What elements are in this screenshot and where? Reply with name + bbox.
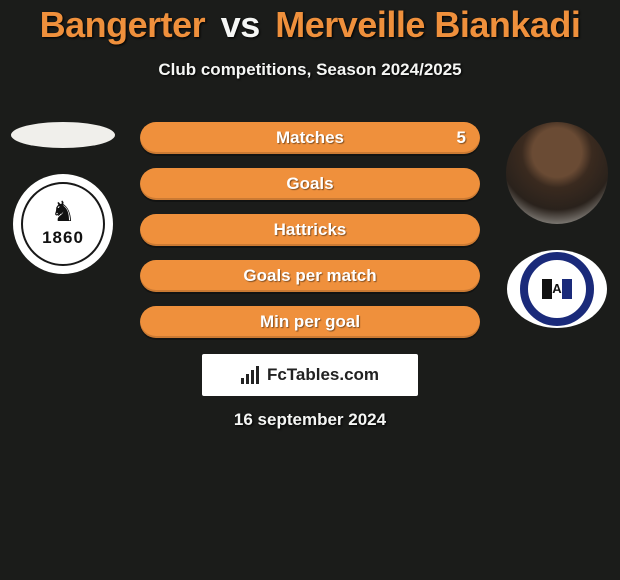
subtitle: Club competitions, Season 2024/2025 <box>0 60 620 80</box>
stat-right-value: 5 <box>457 128 466 148</box>
branding-text: FcTables.com <box>267 365 379 385</box>
stat-row-matches: Matches 5 <box>140 122 480 154</box>
footer-date: 16 september 2024 <box>0 410 620 430</box>
branding-box: FcTables.com <box>202 354 418 396</box>
title-heading: Bangerter vs Merveille Biankadi <box>40 4 581 46</box>
player1-avatar-placeholder <box>11 122 115 148</box>
stat-row-min-per-goal: Min per goal <box>140 306 480 338</box>
stat-row-goals-per-match: Goals per match <box>140 260 480 292</box>
player1-name: Bangerter <box>40 4 206 45</box>
stat-label: Min per goal <box>260 312 360 332</box>
player2-avatar <box>506 122 608 224</box>
player2-name: Merveille Biankadi <box>275 4 580 45</box>
club-badge-inner: ♞ 1860 <box>21 182 105 266</box>
bar-chart-icon <box>241 366 259 384</box>
player1-club-badge: ♞ 1860 <box>13 174 113 274</box>
stat-row-goals: Goals <box>140 168 480 200</box>
stat-label: Goals per match <box>243 266 376 286</box>
stat-row-hattricks: Hattricks <box>140 214 480 246</box>
comparison-title: Bangerter vs Merveille Biankadi <box>0 0 620 46</box>
club-year: 1860 <box>42 228 84 248</box>
club-flag-icon <box>542 279 572 299</box>
stats-container: Matches 5 Goals Hattricks Goals per matc… <box>140 122 480 338</box>
stat-label: Goals <box>286 174 333 194</box>
right-column <box>502 122 612 328</box>
vs-label: vs <box>221 4 260 45</box>
lion-icon: ♞ <box>50 198 75 226</box>
club-badge-ring <box>520 252 594 326</box>
stat-label: Matches <box>276 128 344 148</box>
left-column: ♞ 1860 <box>8 122 118 274</box>
player2-club-badge <box>507 250 607 328</box>
stat-label: Hattricks <box>274 220 347 240</box>
